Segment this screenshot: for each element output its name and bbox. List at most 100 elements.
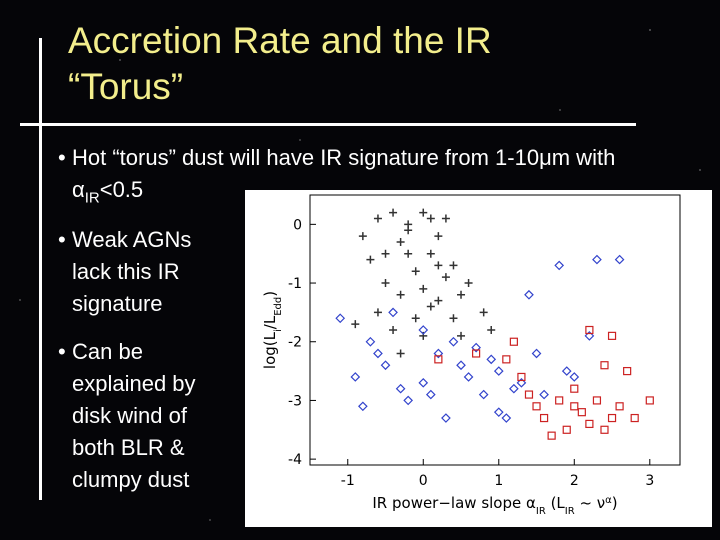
point: [373, 348, 383, 359]
subscript: IR: [84, 189, 100, 207]
point: [479, 308, 488, 317]
point: [509, 337, 518, 346]
point: [365, 336, 376, 347]
x-tick-label: 1: [494, 473, 503, 489]
point: [404, 249, 413, 258]
plot-frame: [309, 194, 681, 466]
point: [457, 290, 466, 299]
point: [404, 226, 413, 235]
label-part: Edd: [273, 297, 284, 316]
point: [532, 402, 541, 411]
bullet-text: <0.5: [99, 177, 144, 202]
point: [562, 425, 571, 434]
point: [607, 413, 617, 423]
point: [577, 408, 586, 417]
label-part: ): [612, 494, 618, 512]
point: [501, 413, 512, 423]
point: [486, 354, 497, 365]
slide-title: Accretion Rate and the IR “Torus”: [68, 20, 492, 107]
point: [434, 261, 443, 270]
point: [630, 413, 639, 423]
y-tick-label: 0: [293, 217, 302, 233]
point: [493, 407, 504, 418]
point: [592, 396, 602, 405]
point: [614, 254, 625, 265]
chart: IR power−law slope αIR (LIR ~ να) log(Li…: [245, 190, 712, 527]
point: [351, 320, 360, 329]
point: [441, 273, 450, 282]
point: [645, 396, 654, 405]
divider-vertical: [39, 38, 42, 500]
point: [471, 342, 481, 353]
point: [434, 296, 443, 305]
point: [358, 401, 368, 412]
point: [570, 384, 579, 393]
point: [441, 214, 450, 223]
point: [433, 348, 444, 359]
point: [381, 249, 390, 258]
point: [380, 360, 391, 371]
point: [335, 313, 346, 324]
point: [388, 307, 398, 318]
label-part: i: [273, 329, 284, 332]
y-axis-label: log(Li/LEdd): [261, 291, 284, 369]
point: [600, 425, 609, 434]
point: [426, 214, 435, 223]
point: [569, 372, 580, 382]
point: [539, 389, 549, 400]
point: [539, 413, 549, 423]
label-part: (L: [546, 494, 566, 512]
x-axis-label: IR power−law slope αIR (LIR ~ να): [372, 494, 617, 517]
label-part: IR power−law slope α: [372, 494, 536, 512]
point: [464, 279, 473, 288]
point: [396, 349, 405, 358]
label-part: α: [605, 495, 612, 506]
point: [555, 396, 564, 405]
point: [373, 214, 382, 223]
point: [419, 208, 428, 217]
point: [389, 208, 398, 217]
point: [585, 325, 594, 335]
point: [493, 366, 504, 376]
point: [615, 402, 624, 411]
point: [396, 237, 405, 246]
point: [524, 390, 534, 399]
point: [457, 331, 466, 340]
point: [373, 308, 382, 317]
bullet: Weak AGNs lack this IR signature: [58, 224, 222, 320]
point: [426, 249, 435, 258]
point: [426, 302, 435, 311]
divider-horizontal: [20, 123, 636, 126]
point: [449, 314, 458, 323]
y-tick-label: -2: [288, 335, 302, 351]
point: [411, 314, 420, 323]
label-part: IR: [565, 506, 575, 517]
point: [561, 366, 572, 376]
point: [524, 289, 534, 300]
x-tick-label: -1: [341, 473, 355, 489]
x-tick-label: 0: [419, 473, 428, 489]
label-part: /L: [261, 315, 279, 329]
point: [463, 372, 474, 382]
point: [418, 377, 429, 388]
point: [531, 348, 542, 359]
label-part: ): [261, 291, 279, 297]
point: [366, 255, 375, 264]
point: [517, 372, 526, 382]
point: [487, 326, 496, 334]
label-part: IR: [536, 506, 546, 517]
point: [434, 232, 443, 241]
point: [607, 331, 617, 340]
point: [502, 355, 511, 364]
point: [350, 372, 361, 382]
point: [509, 383, 519, 394]
bullet: Hot “torus” dust will have IR signature …: [58, 142, 692, 214]
point: [395, 383, 406, 394]
point: [478, 389, 489, 400]
point: [456, 360, 466, 371]
point: [584, 331, 595, 341]
y-tick-label: -3: [288, 393, 302, 409]
point: [472, 349, 481, 358]
point: [358, 232, 367, 241]
point: [389, 326, 398, 334]
